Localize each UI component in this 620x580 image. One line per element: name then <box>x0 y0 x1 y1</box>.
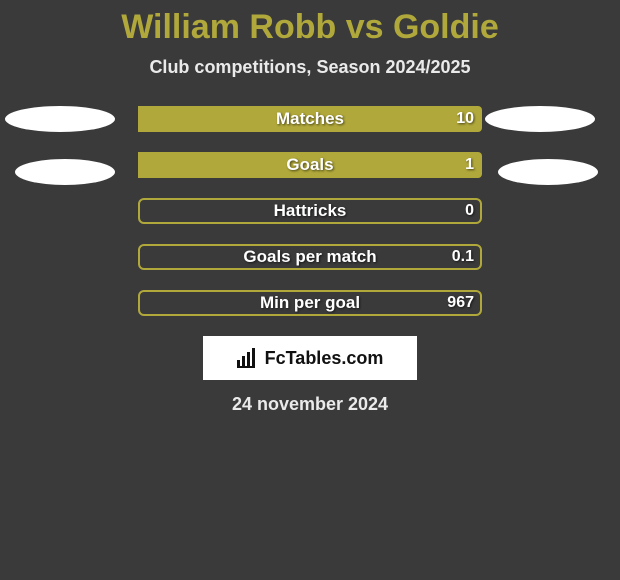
stat-bar: Goals per match 0.1 <box>138 244 482 270</box>
stat-bar: Hattricks 0 <box>138 198 482 224</box>
stat-row: Min per goal 967 <box>0 290 620 316</box>
subtitle: Club competitions, Season 2024/2025 <box>0 57 620 78</box>
page-title: William Robb vs Goldie <box>0 8 620 47</box>
stat-value-right: 967 <box>447 294 474 312</box>
stat-label: Goals <box>286 155 333 175</box>
stat-value-right: 1 <box>465 156 474 174</box>
stat-row: Goals per match 0.1 <box>0 244 620 270</box>
stat-value-right: 0.1 <box>452 248 474 266</box>
stat-value-right: 0 <box>465 202 474 220</box>
comparison-widget: William Robb vs Goldie Club competitions… <box>0 0 620 415</box>
stat-label: Matches <box>276 109 344 129</box>
date-text: 24 november 2024 <box>0 394 620 415</box>
stat-label: Goals per match <box>243 247 376 267</box>
chart-icon <box>237 348 259 368</box>
stat-row: Hattricks 0 <box>0 198 620 224</box>
stat-row: Goals 1 <box>0 152 620 178</box>
stat-row: Matches 10 <box>0 106 620 132</box>
compare-area: Matches 10 Goals 1 Hattricks 0 Goals per match… <box>0 106 620 316</box>
stat-bar: Goals 1 <box>138 152 482 178</box>
brand-badge[interactable]: FcTables.com <box>203 336 417 380</box>
stat-label: Min per goal <box>260 293 360 313</box>
stat-label: Hattricks <box>274 201 347 221</box>
stat-bar: Min per goal 967 <box>138 290 482 316</box>
stat-value-right: 10 <box>456 110 474 128</box>
stat-bar: Matches 10 <box>138 106 482 132</box>
brand-text: FcTables.com <box>265 348 384 369</box>
